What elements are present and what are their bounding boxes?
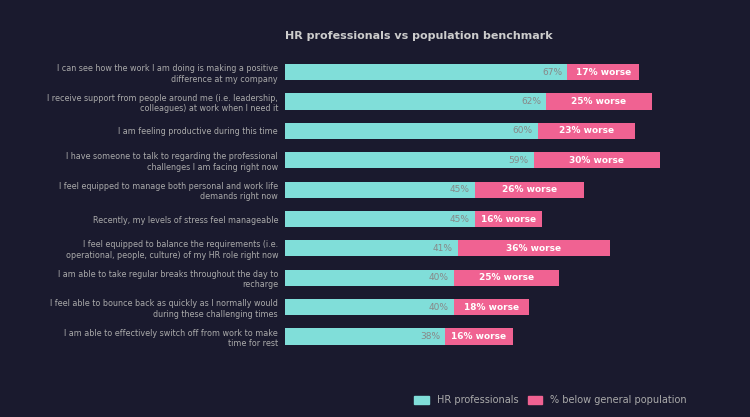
Text: 60%: 60% [513,126,532,136]
Text: 16% worse: 16% worse [452,332,506,341]
Bar [454,299,530,315]
Text: 40%: 40% [428,273,448,282]
Bar [285,181,475,198]
Text: 25% worse: 25% worse [572,97,626,106]
Bar [285,299,454,315]
Text: HR professionals vs population benchmark: HR professionals vs population benchmark [285,31,553,41]
Text: 25% worse: 25% worse [478,273,534,282]
Bar [458,240,610,256]
Text: 30% worse: 30% worse [569,156,624,165]
Bar [285,211,475,227]
Bar [285,152,534,168]
Bar [538,123,634,139]
Bar [285,270,454,286]
Bar [567,64,639,80]
Bar [475,181,584,198]
Bar [285,64,567,80]
Text: 38%: 38% [420,332,440,341]
Text: 67%: 67% [542,68,562,77]
Text: 16% worse: 16% worse [481,214,536,224]
Bar [534,152,660,168]
Text: 23% worse: 23% worse [559,126,614,136]
Text: 59%: 59% [509,156,529,165]
Bar [475,211,542,227]
Bar [285,329,446,344]
Text: 45%: 45% [449,214,470,224]
Bar [454,270,559,286]
Text: 26% worse: 26% worse [502,185,557,194]
Text: 18% worse: 18% worse [464,303,519,311]
Bar [446,329,512,344]
Text: 62%: 62% [521,97,542,106]
Bar [285,93,546,110]
Text: 41%: 41% [433,244,453,253]
Bar [285,123,538,139]
Legend: HR professionals, % below general population: HR professionals, % below general popula… [410,392,691,409]
Text: 36% worse: 36% worse [506,244,561,253]
Text: 17% worse: 17% worse [575,68,631,77]
Bar [285,240,458,256]
Text: 40%: 40% [428,303,448,311]
Text: 45%: 45% [449,185,470,194]
Bar [546,93,652,110]
